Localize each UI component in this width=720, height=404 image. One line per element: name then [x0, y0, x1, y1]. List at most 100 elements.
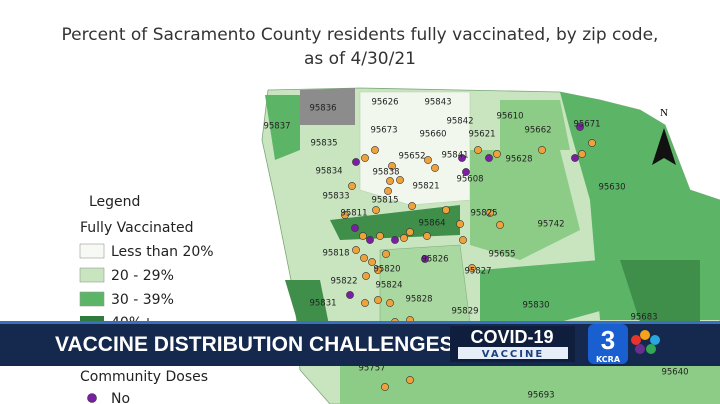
- title: as of 4/30/21: [304, 49, 416, 69]
- zip-label: 95841: [441, 151, 468, 161]
- dose-marker: [406, 228, 414, 236]
- zip-label: 95628: [505, 155, 532, 165]
- zip-label: 95671: [573, 120, 600, 130]
- dose-marker: [431, 164, 439, 172]
- dose-marker: [360, 254, 368, 262]
- legend-label: 20 - 29%: [111, 268, 174, 284]
- dose-marker: [456, 220, 464, 228]
- dose-marker: [493, 150, 501, 158]
- dose-marker: [396, 176, 404, 184]
- zip-label: 95833: [322, 192, 349, 202]
- zip-label: 95610: [496, 112, 523, 122]
- zip-label: 95818: [322, 249, 349, 259]
- dose-marker: [458, 154, 466, 162]
- dose-marker: [361, 154, 369, 162]
- zip-label: 95830: [522, 301, 549, 311]
- tag-subtitle: VACCINE: [482, 349, 544, 360]
- dose-marker: [408, 202, 416, 210]
- dose-marker: [485, 154, 493, 162]
- dose-marker: [496, 221, 504, 229]
- dose-marker: [361, 299, 369, 307]
- legend-subheading: Fully Vaccinated: [80, 220, 193, 236]
- dose-marker: [348, 182, 356, 190]
- zip-label: 95820: [373, 265, 400, 275]
- dose-marker: [376, 232, 384, 240]
- zip-label: 95660: [419, 130, 446, 140]
- dose-marker: [571, 154, 579, 162]
- dose-marker: [372, 206, 380, 214]
- dose-marker: [462, 168, 470, 176]
- dose-marker: [374, 266, 382, 274]
- zip-label: 95843: [424, 98, 451, 108]
- peacock-logo: [631, 330, 660, 354]
- legend-dot: [87, 393, 97, 403]
- dose-marker: [400, 234, 408, 242]
- dose-marker: [352, 246, 360, 254]
- dose-marker: [352, 158, 360, 166]
- zip-label: 95662: [524, 126, 551, 136]
- zip-label: 95842: [446, 117, 473, 127]
- dose-marker: [382, 250, 390, 258]
- zip-label: 95824: [375, 281, 402, 291]
- dose-marker: [486, 209, 494, 217]
- zip-label: 95864: [418, 219, 445, 229]
- zip-label: 95826: [421, 255, 448, 265]
- dose-marker: [371, 146, 379, 154]
- zip-label: 95608: [456, 175, 483, 185]
- zip-label: 95683: [630, 313, 657, 323]
- zip-label: 95838: [372, 168, 399, 178]
- dose-marker: [391, 236, 399, 244]
- dose-marker: [538, 146, 546, 154]
- dose-marker: [421, 255, 429, 263]
- dose-marker: [386, 177, 394, 185]
- zip-label: 95655: [488, 250, 515, 260]
- legend-doses-label: No: [111, 391, 130, 404]
- dose-marker: [341, 211, 349, 219]
- zip-label: 95811: [340, 209, 367, 219]
- zip-label: 95626: [371, 98, 398, 108]
- legend: Legend Fully Vaccinated Less than 20% 20…: [79, 194, 214, 404]
- legend-swatch: [79, 291, 105, 307]
- dose-marker: [578, 150, 586, 158]
- zip-label: 95621: [468, 130, 495, 140]
- legend-label: 30 - 39%: [111, 292, 174, 308]
- zip-label: 95828: [405, 295, 432, 305]
- headline: VACCINE DISTRIBUTION CHALLENGES: [55, 333, 454, 356]
- zip-label: 95837: [263, 122, 290, 132]
- compass: N: [652, 107, 676, 165]
- tag-title: COVID-19: [470, 327, 553, 347]
- compass-label: N: [660, 107, 668, 119]
- dose-marker: [442, 206, 450, 214]
- zip-labels: 95836 95626 95843 95837 95673 95842 9561…: [263, 98, 688, 401]
- dose-marker: [384, 187, 392, 195]
- dose-marker: [424, 156, 432, 164]
- zip-label: 95822: [330, 277, 357, 287]
- dose-marker: [388, 162, 396, 170]
- dose-marker: [576, 123, 584, 131]
- zip-label: 95757: [358, 364, 385, 374]
- station-number: 3: [601, 325, 615, 355]
- zip-label: 95693: [527, 391, 554, 401]
- zip-label: 95835: [310, 139, 337, 149]
- zip-label: 95829: [451, 307, 478, 317]
- dose-marker: [406, 376, 414, 384]
- lower-third: VACCINE DISTRIBUTION CHALLENGES COVID-19…: [0, 321, 720, 366]
- dose-marker: [362, 272, 370, 280]
- zip-label: 95673: [370, 126, 397, 136]
- zip-label: 95831: [309, 299, 336, 309]
- zip-label: 95834: [315, 167, 342, 177]
- dose-marker: [368, 258, 376, 266]
- title: Percent of Sacramento County residents f…: [62, 25, 659, 45]
- legend-swatch: [79, 267, 105, 283]
- dose-marker: [359, 232, 367, 240]
- zip-label: 95825: [470, 209, 497, 219]
- legend-doses-heading: Community Doses: [80, 369, 208, 385]
- zip-label: 95836: [309, 104, 336, 114]
- dose-marker: [366, 236, 374, 244]
- dose-marker: [381, 383, 389, 391]
- station-name: KCRA: [596, 355, 621, 364]
- zip-label: 95630: [598, 183, 625, 193]
- zip-label: 95821: [412, 182, 439, 192]
- zip-label: 95827: [464, 267, 491, 277]
